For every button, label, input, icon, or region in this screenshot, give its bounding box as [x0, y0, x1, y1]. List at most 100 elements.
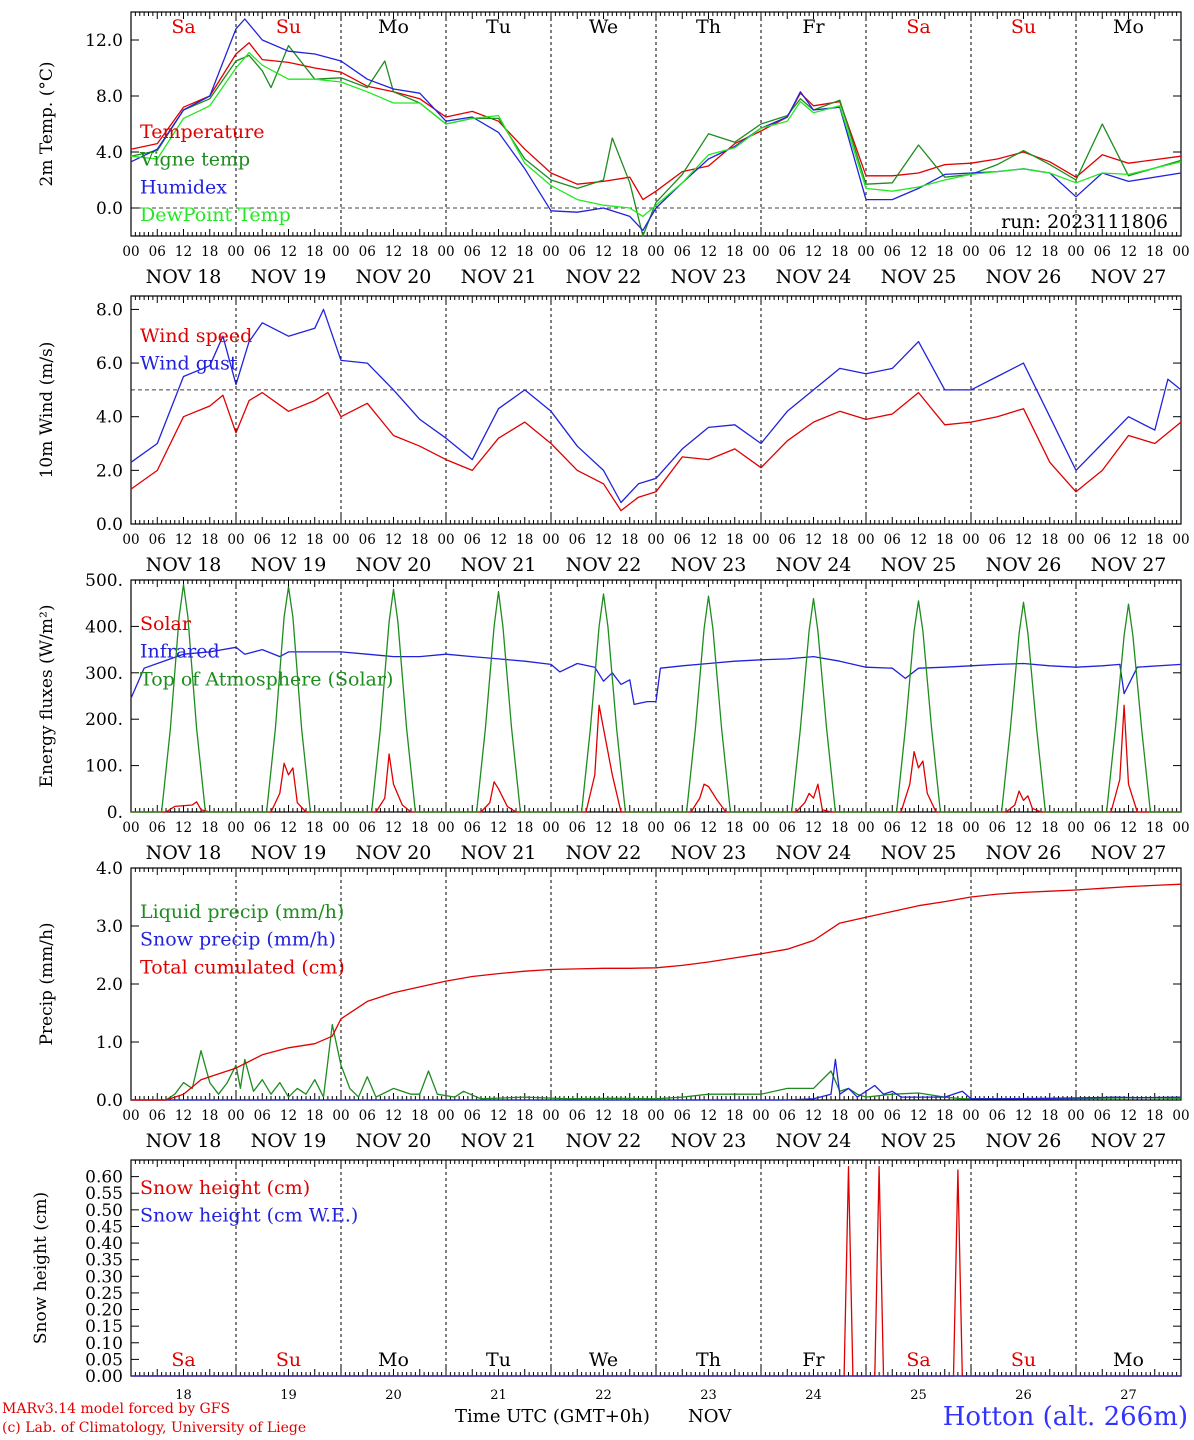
hour-tick-label: 06 — [884, 244, 901, 260]
legend-label: Wind gust — [140, 353, 238, 375]
day-of-week-label: Su — [276, 1349, 301, 1371]
hour-tick-label: 18 — [201, 820, 218, 836]
day-of-week-label: Th — [696, 1349, 721, 1371]
hour-tick-label: 06 — [779, 532, 796, 548]
hour-tick-label: 12 — [280, 532, 297, 548]
hour-tick-label: 18 — [201, 532, 218, 548]
day-of-week-label: Su — [1011, 16, 1036, 38]
hour-tick-label: 06 — [989, 820, 1006, 836]
hour-tick-label: 12 — [910, 244, 927, 260]
hour-tick-label: 18 — [306, 532, 323, 548]
y-tick-label: 0.15 — [85, 1317, 123, 1337]
legend-label: Liquid precip (mm/h) — [140, 901, 344, 923]
hour-tick-label: 06 — [149, 244, 166, 260]
run-annotation: run: 2023111806 — [1001, 211, 1168, 233]
hour-tick-label: 18 — [621, 532, 638, 548]
day-of-week-label: Sa — [171, 1349, 195, 1371]
legend-label: Solar — [140, 613, 192, 635]
credit-line-2: (c) Lab. of Climatology, University of L… — [2, 1420, 307, 1436]
hour-tick-label: 12 — [595, 1108, 612, 1124]
hour-tick-label: 18 — [1146, 244, 1163, 260]
date-label: NOV 18 — [146, 554, 222, 576]
day-of-week-label: Mo — [378, 16, 409, 38]
hour-tick-label: 00 — [752, 820, 769, 836]
hour-tick-label: 06 — [569, 1108, 586, 1124]
hour-tick-label: 18 — [1041, 1108, 1058, 1124]
hour-tick-label: 00 — [857, 1108, 874, 1124]
y-tick-label: 4.0 — [96, 143, 123, 163]
y-tick-label: 4.0 — [96, 408, 123, 428]
hour-tick-label: 18 — [1146, 1108, 1163, 1124]
date-label: NOV 24 — [776, 1130, 852, 1152]
hour-tick-label: 06 — [464, 1108, 481, 1124]
date-label: NOV 25 — [881, 266, 957, 288]
hour-tick-label: 12 — [805, 532, 822, 548]
date-label: NOV 22 — [566, 554, 642, 576]
day-of-week-label: Mo — [1113, 1349, 1144, 1371]
y-tick-label: 500. — [85, 571, 123, 591]
date-label: NOV 23 — [671, 266, 747, 288]
hour-tick-label: 12 — [490, 532, 507, 548]
hour-tick-label: 12 — [175, 532, 192, 548]
hour-tick-label: 12 — [595, 244, 612, 260]
date-label: NOV 27 — [1091, 266, 1167, 288]
panel-4 — [130, 867, 1182, 1101]
y-axis-label: Precip (mm/h) — [37, 922, 57, 1045]
hour-tick-label: 12 — [280, 820, 297, 836]
hour-tick-label: 06 — [359, 820, 376, 836]
hour-tick-label: 06 — [464, 532, 481, 548]
hour-tick-label: 18 — [621, 244, 638, 260]
hour-tick-label: 12 — [490, 820, 507, 836]
date-number-label: 20 — [385, 1388, 402, 1403]
day-of-week-label: Sa — [906, 16, 930, 38]
hour-tick-label: 12 — [700, 244, 717, 260]
hour-tick-label: 12 — [1120, 1108, 1137, 1124]
hour-tick-label: 18 — [411, 1108, 428, 1124]
hour-tick-label: 12 — [1120, 532, 1137, 548]
hour-tick-label: 12 — [595, 532, 612, 548]
date-label: NOV 21 — [461, 266, 537, 288]
day-of-week-label: Sa — [906, 1349, 930, 1371]
date-label: NOV 22 — [566, 842, 642, 864]
date-label: NOV 24 — [776, 266, 852, 288]
series-line-3 — [131, 583, 1181, 813]
y-tick-label: 0.20 — [85, 1301, 123, 1321]
hour-tick-label: 18 — [726, 1108, 743, 1124]
hour-tick-label: 18 — [1041, 532, 1058, 548]
y-tick-label: 0.0 — [96, 1091, 123, 1111]
date-label: NOV 21 — [461, 1130, 537, 1152]
hour-tick-label: 00 — [542, 820, 559, 836]
hour-tick-label: 12 — [700, 1108, 717, 1124]
credit-line-1: MARv3.14 model forced by GFS — [2, 1401, 231, 1417]
date-number-label: 24 — [805, 1388, 822, 1403]
series-line-2 — [131, 1058, 1182, 1101]
hour-tick-label: 00 — [1172, 244, 1189, 260]
hour-tick-label: 12 — [280, 244, 297, 260]
hour-tick-label: 00 — [332, 1108, 349, 1124]
y-tick-label: 0. — [107, 803, 123, 823]
hour-tick-label: 06 — [1094, 244, 1111, 260]
hour-tick-label: 06 — [149, 820, 166, 836]
day-of-week-label: Fr — [802, 16, 825, 38]
hour-tick-label: 12 — [805, 244, 822, 260]
hour-tick-label: 18 — [726, 820, 743, 836]
hour-tick-label: 12 — [280, 1108, 297, 1124]
date-number-label: 18 — [175, 1388, 192, 1403]
hour-tick-label: 18 — [1041, 244, 1058, 260]
hour-tick-label: 06 — [779, 820, 796, 836]
hour-tick-label: 00 — [332, 532, 349, 548]
hour-tick-label: 00 — [1172, 1108, 1189, 1124]
y-tick-label: 0.40 — [85, 1234, 123, 1254]
date-label: NOV 20 — [356, 842, 432, 864]
y-tick-label: 0.25 — [85, 1284, 123, 1304]
y-tick-label: 300. — [85, 664, 123, 684]
hour-tick-label: 18 — [1146, 820, 1163, 836]
hour-tick-label: 06 — [674, 244, 691, 260]
date-label: NOV 18 — [146, 842, 222, 864]
date-label: NOV 20 — [356, 554, 432, 576]
y-tick-label: 8.0 — [96, 87, 123, 107]
hour-tick-label: 00 — [962, 244, 979, 260]
hour-tick-label: 00 — [332, 244, 349, 260]
series-line-2 — [130, 44, 1182, 237]
